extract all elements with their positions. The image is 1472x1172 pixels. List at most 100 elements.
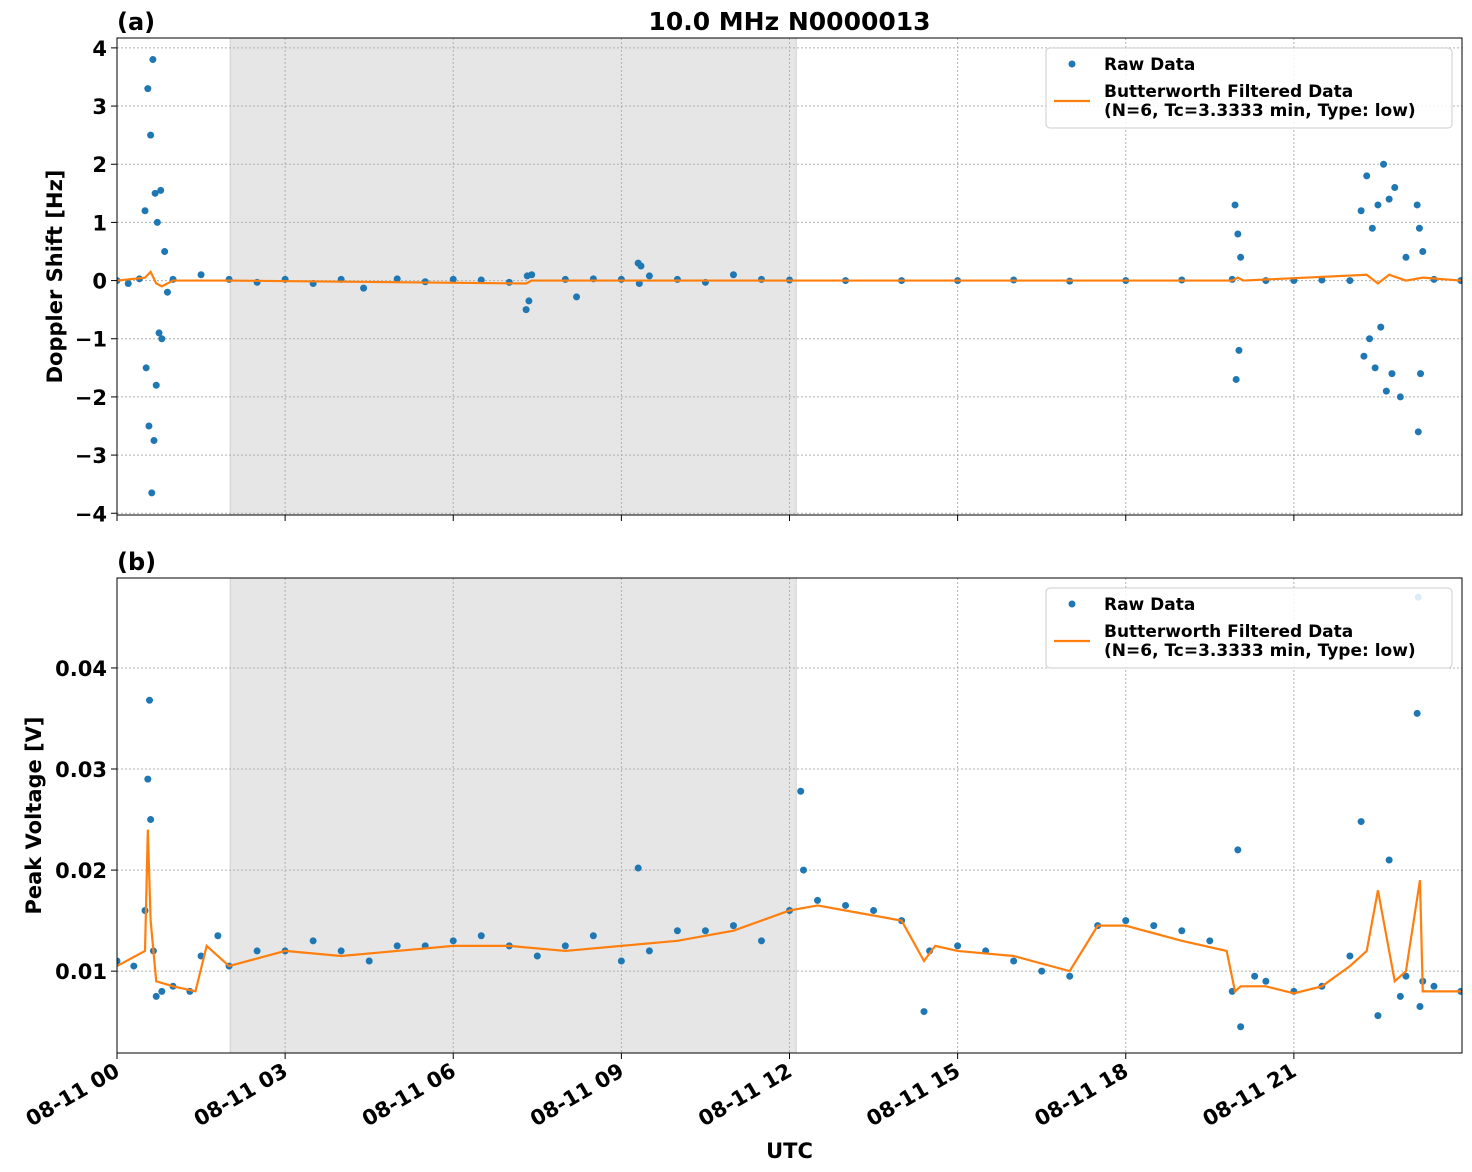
raw-point (360, 284, 368, 292)
y-tick-label: 0.03 (55, 758, 107, 782)
raw-point (645, 272, 653, 280)
raw-point (1388, 370, 1396, 378)
raw-point (253, 947, 261, 955)
raw-point (449, 937, 457, 945)
raw-point (1414, 428, 1422, 436)
y-axis-label: Peak Voltage [V] (22, 716, 46, 914)
raw-point (1150, 922, 1158, 930)
raw-point (148, 489, 156, 497)
raw-point (141, 207, 149, 215)
raw-point (1402, 253, 1410, 261)
raw-point (1232, 375, 1240, 383)
x-tick-label: 08-11 21 (1199, 1059, 1301, 1132)
raw-point (617, 957, 625, 965)
raw-point (1262, 977, 1270, 985)
raw-point (701, 927, 709, 935)
raw-point (1360, 352, 1368, 360)
legend-box (1045, 587, 1453, 669)
raw-point (155, 329, 163, 337)
raw-point (729, 271, 737, 279)
raw-point (617, 275, 625, 283)
raw-point (1419, 247, 1427, 255)
raw-point (1391, 183, 1399, 191)
raw-point (1382, 387, 1390, 395)
y-tick-label: −1 (75, 328, 107, 352)
raw-point (449, 275, 457, 283)
raw-point (1413, 201, 1421, 209)
legend-marker (1068, 60, 1076, 68)
raw-point (1371, 364, 1379, 372)
raw-point (149, 56, 157, 64)
raw-point (197, 271, 205, 279)
y-tick-label: −4 (75, 502, 107, 526)
raw-point (477, 276, 485, 284)
raw-point (1374, 1012, 1382, 1020)
panel-label: (b) (117, 548, 156, 576)
raw-point (1366, 335, 1374, 343)
raw-point (1346, 952, 1354, 960)
raw-point (1178, 927, 1186, 935)
raw-point (522, 306, 530, 314)
raw-point (1402, 972, 1410, 980)
legend-label: Butterworth Filtered Data (N=6, Tc=3.3333… (1104, 82, 1416, 121)
raw-point (152, 992, 160, 1000)
raw-point (1038, 967, 1046, 975)
y-tick-label: 1 (92, 211, 107, 235)
raw-point (142, 364, 150, 372)
x-tick-label: 08-11 06 (358, 1059, 460, 1132)
panel-label: (a) (117, 8, 155, 36)
raw-point (1066, 972, 1074, 980)
raw-point (117, 957, 121, 965)
raw-point (1231, 201, 1239, 209)
raw-point (800, 866, 808, 874)
plot-area (117, 593, 1462, 1031)
raw-point (573, 293, 581, 301)
raw-point (144, 775, 152, 783)
raw-point (309, 937, 317, 945)
raw-point (561, 275, 569, 283)
raw-point (147, 131, 155, 139)
raw-point (393, 942, 401, 950)
raw-point (158, 987, 166, 995)
raw-point (1235, 346, 1243, 354)
x-tick-label: 08-11 09 (526, 1059, 628, 1132)
raw-point (365, 957, 373, 965)
y-tick-label: 0.02 (55, 859, 107, 883)
raw-point (1122, 917, 1130, 925)
raw-point (870, 907, 878, 914)
raw-point (477, 932, 485, 940)
raw-point (533, 952, 541, 960)
raw-point (214, 932, 222, 940)
legend-label: Butterworth Filtered Data (N=6, Tc=3.3333… (1104, 622, 1416, 661)
raw-point (151, 189, 159, 197)
raw-point (814, 896, 822, 904)
y-tick-label: 0 (92, 270, 107, 294)
y-tick-label: 4 (92, 37, 107, 61)
raw-point (757, 275, 765, 283)
raw-point (150, 437, 158, 445)
chart-title: 10.0 MHz N0000013 (648, 7, 930, 36)
shaded-span (229, 577, 797, 1054)
raw-point (1430, 982, 1438, 990)
raw-point (1237, 253, 1245, 261)
raw-point (1357, 818, 1365, 826)
raw-point (124, 279, 132, 287)
raw-point (1251, 972, 1259, 980)
raw-point (673, 927, 681, 935)
raw-point (1413, 709, 1421, 717)
raw-point (153, 218, 161, 226)
raw-point (225, 275, 233, 283)
legend-label: Raw Data (1104, 595, 1195, 615)
raw-point (1318, 276, 1326, 284)
raw-point (144, 85, 152, 93)
raw-point (161, 247, 169, 255)
raw-point (645, 947, 653, 955)
raw-point (1380, 160, 1388, 168)
raw-point (1396, 393, 1404, 401)
x-tick-label: 08-11 00 (22, 1059, 124, 1132)
raw-point (637, 262, 645, 270)
y-tick-label: 3 (92, 95, 107, 119)
raw-point (1237, 1023, 1245, 1031)
raw-point (1368, 224, 1376, 232)
